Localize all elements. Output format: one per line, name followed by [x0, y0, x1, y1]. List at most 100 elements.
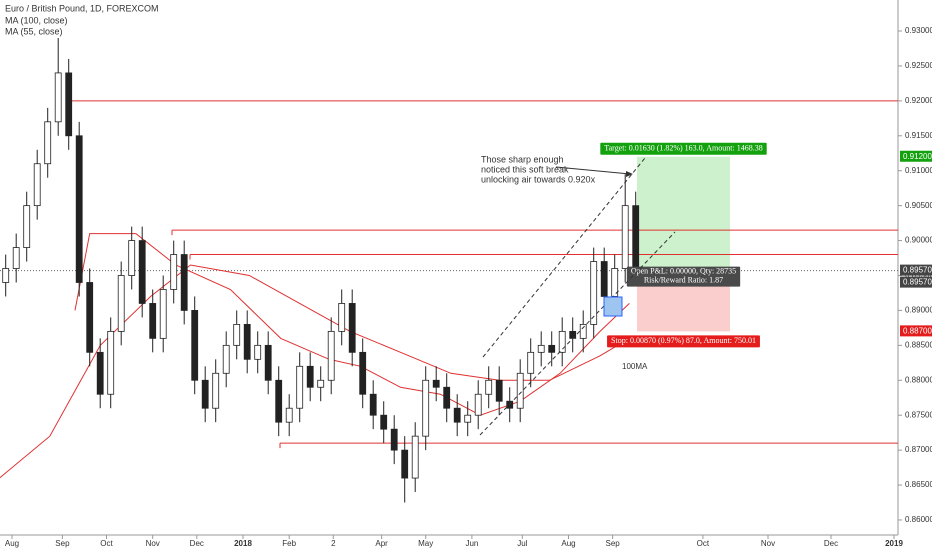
- y-tick-label: 0.90000: [905, 236, 932, 245]
- candle-body: [495, 379, 503, 402]
- price-label: 0.89570: [903, 266, 932, 275]
- price-label: 0.89570: [903, 278, 932, 287]
- target-label: Target: 0.01630 (1.82%) 163.0, Amount: 1…: [600, 142, 767, 155]
- candle-body: [65, 72, 73, 137]
- x-tick-label: Feb: [282, 539, 296, 548]
- candle-body: [600, 261, 608, 297]
- candle-body: [222, 344, 230, 374]
- y-tick-label: 0.87000: [905, 445, 932, 454]
- y-tick-label: 0.91000: [905, 166, 932, 175]
- x-tick-label: 2019: [885, 539, 903, 548]
- candle-body: [474, 393, 482, 416]
- candle-body: [558, 330, 566, 353]
- price-label-bg: [900, 325, 932, 337]
- x-tick-label: Dec: [190, 539, 204, 548]
- annotation: noticed this soft break: [481, 164, 569, 174]
- candle-body: [212, 372, 220, 409]
- candle-body: [180, 254, 188, 311]
- arrow-line: [555, 166, 631, 175]
- candle-body: [422, 379, 430, 437]
- arrow-head: [626, 171, 633, 177]
- y-tick-label: 0.92000: [905, 96, 932, 105]
- candle-body: [548, 344, 556, 353]
- y-tick-label: 0.89000: [905, 306, 932, 315]
- candle-body: [264, 344, 272, 381]
- plot: 0.86000 0.86500 0.87000 0.87500 0.88000 0.885…: [0, 26, 932, 548]
- candle-body: [611, 268, 619, 297]
- candle-body: [590, 261, 598, 325]
- candle-body: [12, 247, 20, 269]
- candle-body: [75, 135, 83, 283]
- x-tick-label: Jul: [517, 539, 527, 548]
- x-tick-label: 2018: [234, 539, 252, 548]
- candle-body: [390, 428, 398, 451]
- candle-body: [170, 254, 178, 290]
- x-tick-label: Aug: [561, 539, 575, 548]
- candle-body: [537, 344, 545, 353]
- price-label-bg: [900, 264, 932, 276]
- candle-body: [54, 72, 62, 123]
- candle-body: [464, 414, 472, 423]
- candle-body: [23, 205, 31, 248]
- candle-body: [632, 205, 640, 272]
- target-label-text: Target: 0.01630 (1.82%) 163.0, Amount: 1…: [604, 144, 762, 153]
- candle-body: [317, 379, 325, 388]
- candle-body: [516, 372, 524, 409]
- candle-body: [201, 379, 209, 409]
- channel-lower: [479, 231, 676, 436]
- candle-body: [380, 414, 388, 430]
- candle-body: [443, 386, 451, 409]
- candle-body: [338, 303, 346, 332]
- price-label: 0.91200: [903, 152, 932, 161]
- price-label: 0.88700: [903, 326, 932, 335]
- x-tick-label: Apr: [375, 539, 388, 548]
- symbol-title: Euro / British Pound, 1D, FOREXCOM: [5, 3, 159, 13]
- candle-body: [453, 407, 461, 423]
- price-label-bg: [900, 150, 932, 162]
- candle-body: [569, 330, 577, 339]
- candle-body: [128, 240, 136, 276]
- candle-body: [306, 365, 314, 388]
- candle-body: [401, 449, 409, 479]
- candle-body: [107, 330, 115, 395]
- candle-body: [44, 121, 52, 165]
- candle-body: [149, 303, 157, 339]
- indicator: MA (55, close): [5, 26, 63, 36]
- x-tick-label: Dec: [824, 539, 838, 548]
- candle-body: [243, 323, 251, 360]
- x-tick-label: Nov: [761, 539, 775, 548]
- x-tick-label: Aug: [5, 539, 19, 548]
- candle-body: [327, 330, 335, 381]
- pnl-text: Open P&L: 0.00000, Qty: 28735: [631, 266, 736, 275]
- y-tick-label: 0.90500: [905, 201, 932, 210]
- candle-body: [359, 351, 367, 395]
- y-tick-label: 0.87500: [905, 410, 932, 419]
- x-tick-label: Nov: [146, 539, 160, 548]
- x-tick-label: Sep: [55, 539, 70, 548]
- candle-body: [96, 351, 104, 395]
- indicator: MA (100, close): [5, 15, 68, 25]
- candle-body: [621, 205, 629, 269]
- candle-body: [159, 289, 167, 339]
- candle-body: [527, 351, 535, 374]
- stop-label-bg: [607, 335, 760, 348]
- candle-body: [33, 163, 41, 207]
- candle-body: [2, 268, 10, 283]
- candle-body: [254, 344, 262, 360]
- x-tick-label: May: [418, 539, 433, 548]
- stop-label: Stop: 0.00870 (0.97%) 87.0, Amount: 750.…: [607, 335, 760, 348]
- highlight-box: [603, 296, 623, 317]
- annotation: Those sharp enough: [481, 154, 564, 164]
- candle-body: [285, 407, 293, 423]
- candle-body: [579, 323, 587, 339]
- candle-body: [411, 435, 419, 479]
- candle-body: [348, 303, 356, 353]
- annotation: unlocking air towards 0.920x: [481, 174, 596, 184]
- stop-label-text: Stop: 0.00870 (0.97%) 87.0, Amount: 750.…: [611, 336, 756, 345]
- y-tick-label: 0.86000: [905, 515, 932, 524]
- y-tick-label: 0.86500: [905, 480, 932, 489]
- y-tick-label: 0.91500: [905, 131, 932, 140]
- candle-body: [138, 240, 146, 304]
